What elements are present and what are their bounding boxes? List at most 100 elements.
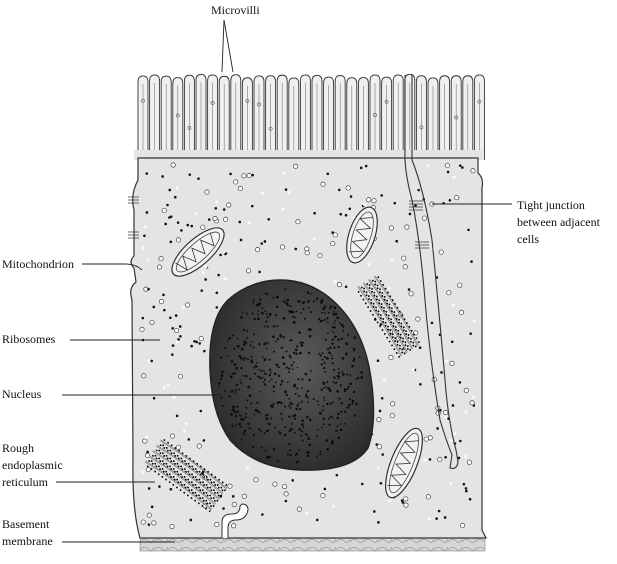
er-ribosome <box>170 444 173 447</box>
microvillus-vesicle <box>141 98 145 103</box>
er-ribosome <box>397 329 400 332</box>
ribosome-dot <box>207 218 211 221</box>
chromatin-dot <box>307 389 310 393</box>
er-ribosome <box>403 318 406 321</box>
er-ribosome <box>212 497 215 500</box>
chromatin-dot <box>301 341 304 344</box>
chromatin-dot <box>275 363 279 367</box>
er-ribosome <box>158 465 160 468</box>
chromatin-dot <box>227 355 229 358</box>
er-ribosome <box>168 473 171 476</box>
er-ribosome <box>364 302 367 305</box>
chromatin-dot <box>317 403 320 406</box>
chromatin-dot <box>275 305 279 309</box>
er-ribosome <box>166 449 169 452</box>
chromatin-dot <box>226 339 229 342</box>
chromatin-dot <box>234 415 238 418</box>
er-ribosome <box>386 336 389 339</box>
chromatin-dot <box>286 381 289 384</box>
er-ribosome <box>154 462 157 465</box>
er-ribosome <box>188 473 191 476</box>
vesicle <box>404 224 410 230</box>
er-ribosome <box>368 298 370 300</box>
granule <box>144 435 148 440</box>
ribosome-dot <box>145 211 149 214</box>
er-ribosome <box>202 473 205 476</box>
chromatin-dot <box>301 378 304 381</box>
ribosome-dot <box>171 344 175 347</box>
er-ribosome <box>389 332 392 335</box>
chromatin-dot <box>234 411 237 414</box>
er-ribosome <box>170 476 172 478</box>
chromatin-dot <box>234 389 237 392</box>
ribosome-dot <box>395 239 399 243</box>
er-ribosome <box>210 473 213 476</box>
vesicle <box>459 309 465 315</box>
er-ribosome <box>198 486 201 489</box>
ribosome-dot <box>174 195 177 199</box>
ribosome-dot <box>267 217 271 221</box>
er-ribosome <box>165 462 168 465</box>
label-rough-er-line2: endoplasmic <box>2 458 63 472</box>
er-ribosome <box>360 294 362 297</box>
er-ribosome <box>213 499 216 502</box>
er-ribosome <box>214 484 217 486</box>
er-ribosome <box>199 481 202 484</box>
ribosome-dot <box>428 458 432 461</box>
granule <box>452 175 456 179</box>
er-ribosome <box>385 310 388 313</box>
ribosome-dot <box>418 346 422 350</box>
ribosome-dot <box>469 332 472 335</box>
chromatin-dot <box>240 366 243 370</box>
vesicle <box>438 249 444 255</box>
chromatin-dot <box>315 435 318 438</box>
er-ribosome <box>198 478 201 481</box>
chromatin-dot <box>292 321 296 324</box>
chromatin-dot <box>346 388 349 390</box>
er-ribosome <box>172 460 175 463</box>
microvillus-vesicle <box>477 99 482 104</box>
ribosome-dot <box>147 523 151 526</box>
er-ribosome <box>386 291 389 294</box>
chromatin-dot <box>283 405 287 408</box>
chromatin-dot <box>258 428 261 431</box>
chromatin-dot <box>293 417 297 420</box>
chromatin-dot <box>355 402 358 406</box>
vesicle <box>174 327 180 334</box>
granule <box>382 378 387 382</box>
chromatin-dot <box>306 451 310 454</box>
chromatin-dot <box>327 387 331 390</box>
er-ribosome <box>368 284 371 286</box>
er-ribosome <box>180 473 182 476</box>
chromatin-dot <box>335 381 338 384</box>
chromatin-dot <box>253 413 256 416</box>
er-ribosome <box>165 478 167 481</box>
chromatin-dot <box>288 367 291 370</box>
vesicle <box>255 247 261 253</box>
er-ribosome <box>162 444 165 447</box>
chromatin-dot <box>298 449 301 452</box>
vesicle <box>149 319 155 325</box>
chromatin-dot <box>231 334 235 337</box>
vesicle <box>457 282 463 288</box>
chromatin-dot <box>258 368 261 371</box>
chromatin-dot <box>288 371 291 374</box>
chromatin-dot <box>254 364 258 368</box>
vesicle <box>444 162 450 168</box>
mitochondrion-bottom-right <box>385 427 423 499</box>
ribosome-dot <box>164 222 167 226</box>
vesicle <box>293 163 299 169</box>
er-ribosome <box>190 489 193 492</box>
er-ribosome <box>384 324 387 327</box>
vesicle <box>241 493 247 499</box>
er-lumen <box>374 275 419 346</box>
microvillus-vesicle <box>384 99 389 104</box>
chromatin-dot <box>272 350 275 353</box>
chromatin-dot <box>238 422 242 426</box>
ribosome-dot <box>195 340 198 344</box>
granule <box>312 236 316 241</box>
chromatin-dot <box>300 434 303 437</box>
vesicle <box>463 387 469 393</box>
chromatin-dot <box>221 375 224 378</box>
